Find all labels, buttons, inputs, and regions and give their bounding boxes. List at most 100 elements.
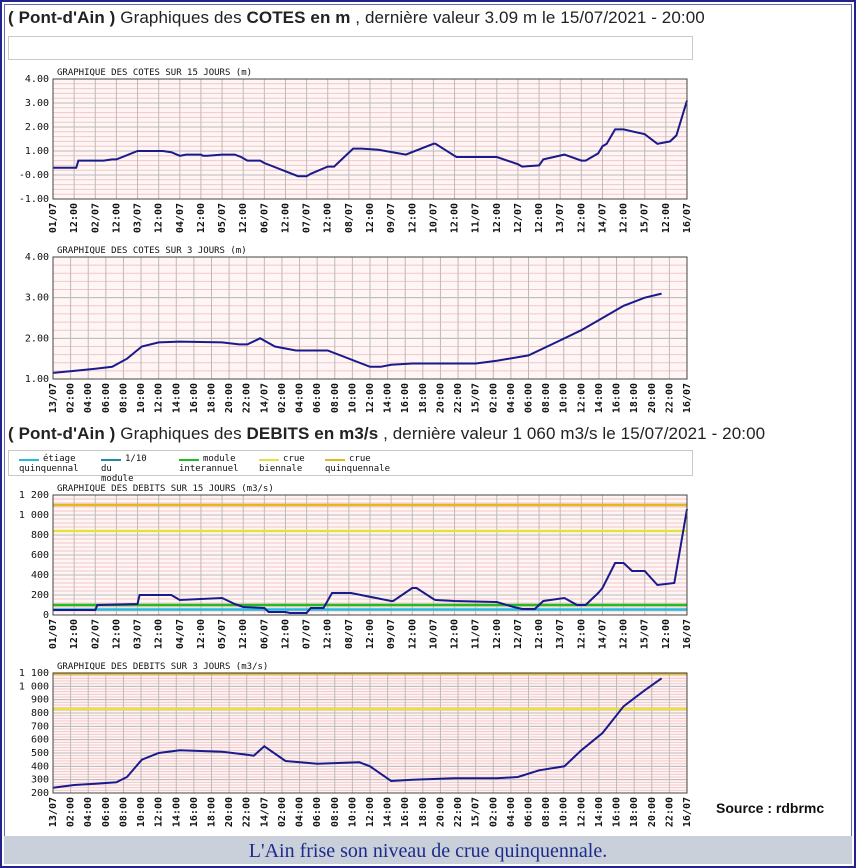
y-tick-label: 500 bbox=[31, 748, 49, 759]
y-tick-label: 4.00 bbox=[25, 74, 49, 85]
x-tick-label: 13/07 bbox=[555, 619, 566, 649]
x-tick-label: 06:00 bbox=[524, 797, 535, 827]
x-tick-label: 12:00 bbox=[534, 619, 545, 649]
x-tick-label: 16/07 bbox=[682, 203, 693, 233]
x-tick-label: 12/07 bbox=[513, 203, 524, 233]
y-tick-label: 2.00 bbox=[25, 333, 49, 344]
x-tick-label: 12:00 bbox=[111, 203, 122, 233]
x-tick-label: 12:00 bbox=[365, 203, 376, 233]
x-tick-label: 06/07 bbox=[259, 203, 270, 233]
y-tick-label: 300 bbox=[31, 775, 49, 786]
x-tick-label: 14:00 bbox=[594, 383, 605, 413]
legend-label: crue bbox=[283, 454, 305, 464]
x-tick-label: 06/07 bbox=[259, 619, 270, 649]
y-tick-label: 200 bbox=[31, 590, 49, 601]
x-tick-label: 16:00 bbox=[400, 797, 411, 827]
x-tick-label: 22:00 bbox=[453, 797, 464, 827]
x-tick-label: 18:00 bbox=[418, 797, 429, 827]
y-tick-label: 800 bbox=[31, 530, 49, 541]
x-tick-label: 12:00 bbox=[619, 203, 630, 233]
legend-label-2: quinquennal bbox=[19, 464, 79, 474]
x-tick-label: 08:00 bbox=[330, 383, 341, 413]
cotes-header-suffix: , dernière valeur 3.09 m le 15/07/2021 -… bbox=[355, 8, 705, 27]
debits-header: ( Pont-d'Ain ) Graphiques des DEBITS en … bbox=[8, 424, 765, 444]
x-tick-label: 02:00 bbox=[277, 797, 288, 827]
x-tick-label: 12:00 bbox=[238, 619, 249, 649]
x-tick-label: 04:00 bbox=[506, 383, 517, 413]
x-tick-label: 12:00 bbox=[154, 203, 165, 233]
series-line bbox=[53, 100, 688, 178]
x-tick-label: 07/07 bbox=[302, 619, 313, 649]
debits-header-prefix: Graphiques des bbox=[120, 424, 242, 443]
x-tick-label: 12:00 bbox=[576, 619, 587, 649]
x-tick-label: 02:00 bbox=[488, 797, 499, 827]
x-tick-label: 12:00 bbox=[534, 203, 545, 233]
x-tick-label: 12:00 bbox=[196, 619, 207, 649]
x-tick-label: 10:00 bbox=[136, 797, 147, 827]
legend-label: module bbox=[203, 454, 236, 464]
x-tick-label: 02:00 bbox=[66, 383, 77, 413]
x-tick-label: 03/07 bbox=[133, 203, 144, 233]
y-tick-label: 3.00 bbox=[25, 293, 49, 304]
x-tick-label: 20:00 bbox=[435, 797, 446, 827]
x-tick-label: 05/07 bbox=[217, 619, 228, 649]
x-tick-label: 15/07 bbox=[640, 203, 651, 233]
x-tick-label: 14/07 bbox=[259, 383, 270, 413]
y-tick-label: -1.00 bbox=[19, 194, 49, 205]
y-tick-label: 3.00 bbox=[25, 98, 49, 109]
x-tick-label: 08:00 bbox=[330, 797, 341, 827]
x-tick-label: 09/07 bbox=[386, 203, 397, 233]
y-tick-label: 400 bbox=[31, 761, 49, 772]
x-tick-label: 22:00 bbox=[664, 797, 675, 827]
x-tick-label: 12:00 bbox=[619, 619, 630, 649]
x-tick-label: 04/07 bbox=[175, 619, 186, 649]
x-tick-label: 20:00 bbox=[224, 383, 235, 413]
x-tick-label: 16/07 bbox=[682, 619, 693, 649]
x-tick-label: 12:00 bbox=[576, 797, 587, 827]
x-tick-label: 12:00 bbox=[365, 619, 376, 649]
plot-frame bbox=[52, 256, 688, 380]
x-tick-label: 22:00 bbox=[242, 797, 253, 827]
x-tick-label: 14/07 bbox=[259, 797, 270, 827]
y-tick-label: -0.00 bbox=[19, 170, 49, 181]
x-tick-label: 10/07 bbox=[428, 619, 439, 649]
threshold-legend: étiage quinquennal 1/10 du module module inte… bbox=[8, 450, 693, 484]
x-tick-label: 06:00 bbox=[312, 383, 323, 413]
x-tick-label: 12:00 bbox=[407, 203, 418, 233]
x-tick-label: 12:00 bbox=[280, 619, 291, 649]
x-tick-label: 16/07 bbox=[682, 383, 693, 413]
x-tick-label: 09/07 bbox=[386, 619, 397, 649]
x-tick-label: 12:00 bbox=[661, 619, 672, 649]
y-tick-label: 1 000 bbox=[19, 510, 49, 521]
cotes-header-station: ( Pont-d'Ain ) bbox=[8, 8, 116, 27]
x-tick-label: 02:00 bbox=[66, 797, 77, 827]
caption-text: L'Ain frise son niveau de crue quinquenn… bbox=[248, 840, 608, 862]
series-line bbox=[53, 508, 688, 614]
x-tick-label: 20:00 bbox=[647, 383, 658, 413]
x-tick-label: 02/07 bbox=[90, 619, 101, 649]
x-tick-label: 10:00 bbox=[136, 383, 147, 413]
y-tick-label: 200 bbox=[31, 788, 49, 799]
x-tick-label: 16/07 bbox=[682, 797, 693, 827]
x-tick-label: 12:00 bbox=[576, 203, 587, 233]
x-tick-label: 12:00 bbox=[407, 619, 418, 649]
y-tick-label: 600 bbox=[31, 550, 49, 561]
x-tick-label: 18:00 bbox=[629, 797, 640, 827]
legend-label: crue bbox=[349, 454, 371, 464]
x-tick-label: 12:00 bbox=[492, 203, 503, 233]
x-tick-label: 08:00 bbox=[118, 797, 129, 827]
x-tick-label: 06:00 bbox=[101, 797, 112, 827]
x-tick-label: 16:00 bbox=[189, 383, 200, 413]
x-tick-label: 12:00 bbox=[450, 203, 461, 233]
y-tick-label: 0 bbox=[43, 610, 49, 621]
x-tick-label: 12:00 bbox=[323, 619, 334, 649]
plot-frame bbox=[52, 494, 688, 616]
y-tick-label: 2.00 bbox=[25, 122, 49, 133]
cotes-info-box bbox=[8, 36, 693, 60]
x-tick-label: 13/07 bbox=[48, 797, 59, 827]
cotes-header-quantity: COTES en m bbox=[246, 8, 351, 27]
x-tick-label: 08/07 bbox=[344, 619, 355, 649]
x-tick-label: 04:00 bbox=[506, 797, 517, 827]
x-tick-label: 07/07 bbox=[302, 203, 313, 233]
legend-label-2: interannuel bbox=[179, 464, 239, 474]
